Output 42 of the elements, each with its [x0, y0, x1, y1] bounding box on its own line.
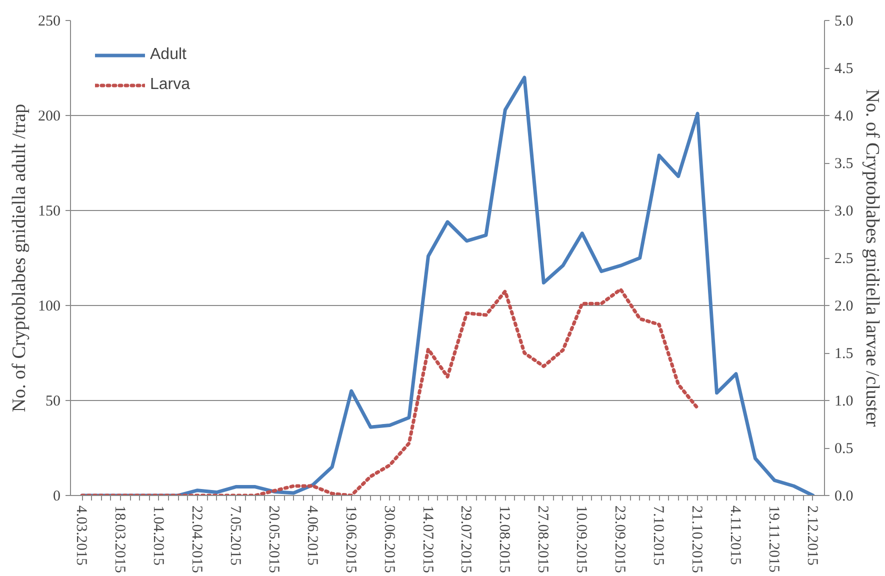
- x-tick-label: 1.04.2015: [150, 506, 166, 566]
- legend-label: Larva: [150, 76, 190, 94]
- y2-tick-label: 0.5: [834, 441, 854, 457]
- y2-tick-label: 2.5: [834, 251, 854, 267]
- x-tick-label: 4.03.2015: [73, 506, 90, 566]
- y-axis-title: No. of Cryptoblabes gnidiella adult /trap: [9, 104, 30, 412]
- x-tick-label: 19.11.2015: [765, 506, 782, 572]
- x-tick-label: 30.06.2015: [380, 506, 397, 573]
- x-tick-label: 22.04.2015: [188, 506, 204, 573]
- y-tick-label: 150: [38, 204, 60, 220]
- line-series: [80, 288, 700, 496]
- y-tick-label: 0: [53, 488, 60, 504]
- y2-tick-label: 4.5: [834, 61, 854, 77]
- y-tick-label: 200: [38, 108, 60, 124]
- legend-label: Adult: [150, 46, 186, 64]
- x-tick-label: 19.06.2015: [342, 506, 358, 573]
- x-tick-label: 21.10.2015: [688, 506, 705, 573]
- x-tick-label: 4.06.2015: [304, 506, 320, 566]
- y2-tick-label: 2.0: [834, 298, 854, 314]
- y2-tick-label: 3.0: [834, 204, 854, 220]
- x-tick-label: 7.10.2015: [650, 506, 666, 566]
- x-tick-label: 18.03.2015: [112, 506, 128, 573]
- y2-tick-label: 4.0: [834, 108, 854, 124]
- x-tick-label: 20.05.2015: [265, 506, 282, 573]
- x-tick-label: 23.09.2015: [612, 506, 628, 573]
- y2-tick-label: 1.0: [834, 394, 854, 410]
- x-tick-label: 2.12.2015: [804, 506, 820, 566]
- y2-tick-label: 5.0: [834, 14, 854, 30]
- y2-tick-label: 3.5: [834, 156, 854, 172]
- y-tick-label: 100: [38, 298, 60, 314]
- y2-axis-title: No. of Cryptoblabes gnidiella larvae /cluster: [861, 89, 882, 428]
- y2-tick-label: 0.0: [834, 488, 854, 504]
- y-tick-label: 250: [38, 14, 60, 30]
- x-tick-label: 4.11.2015: [727, 506, 744, 565]
- y-tick-label: 50: [46, 394, 60, 410]
- x-tick-label: 12.08.2015: [496, 506, 512, 573]
- x-tick-label: 10.09.2015: [573, 506, 590, 573]
- x-tick-label: 29.07.2015: [458, 506, 474, 573]
- x-tick-label: 27.08.2015: [534, 506, 551, 573]
- x-tick-label: 14.07.2015: [419, 506, 436, 573]
- y2-tick-label: 1.5: [834, 346, 854, 362]
- x-tick-label: 7.05.2015: [226, 506, 243, 566]
